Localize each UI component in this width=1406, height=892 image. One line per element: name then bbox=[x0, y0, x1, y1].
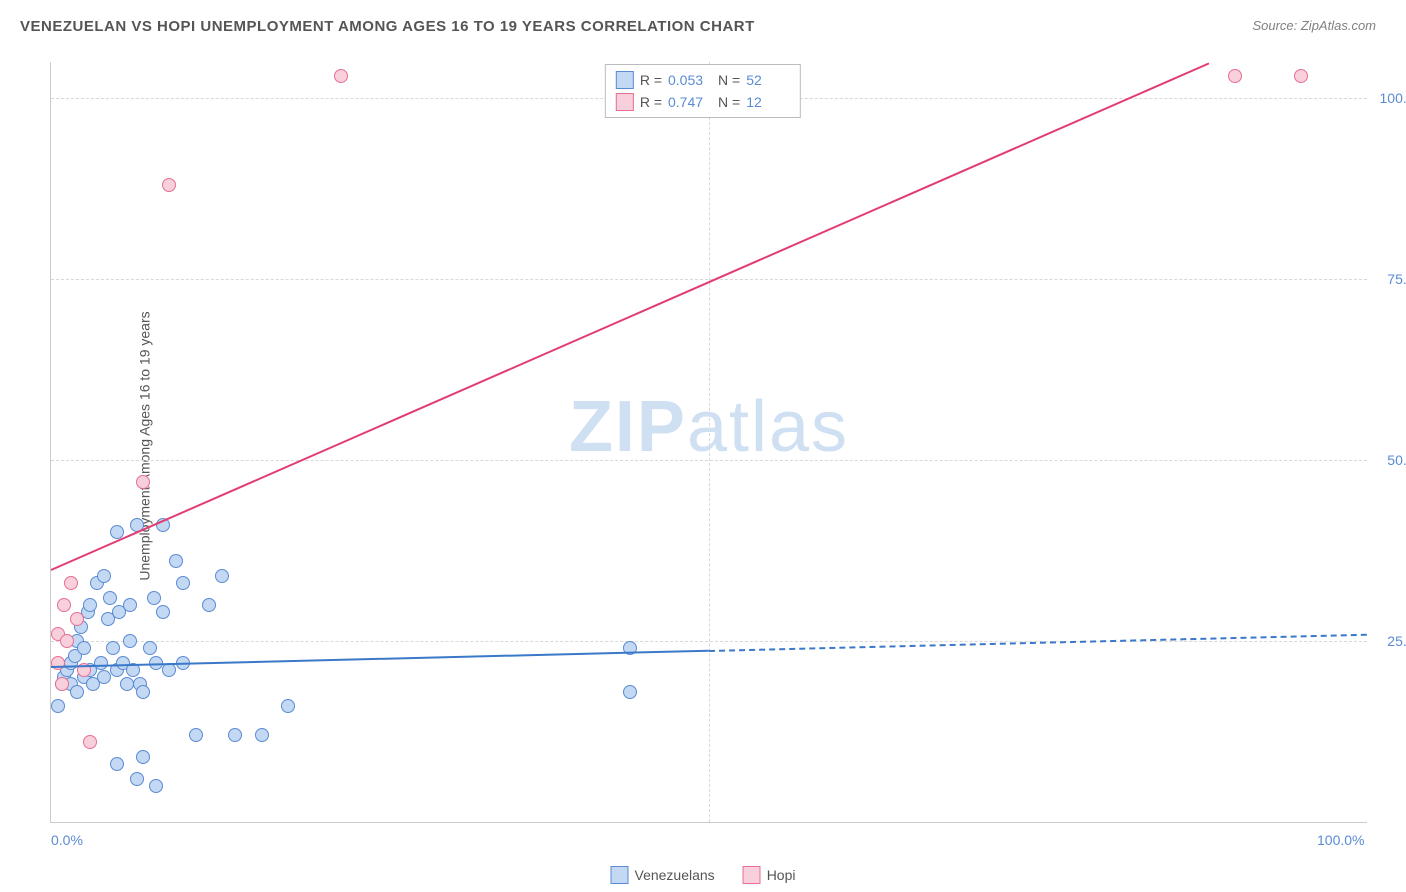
scatter-point bbox=[215, 569, 229, 583]
legend-stats-row: R = 0.747 N = 12 bbox=[616, 91, 790, 113]
legend-item-venezuelans: Venezuelans bbox=[611, 866, 715, 884]
swatch-venezuelans bbox=[611, 866, 629, 884]
y-tick-label: 75.0% bbox=[1377, 271, 1406, 287]
source-label: Source: ZipAtlas.com bbox=[1252, 18, 1376, 33]
scatter-plot: ZIPatlas 25.0%50.0%75.0%100.0%0.0%100.0% bbox=[50, 62, 1367, 823]
swatch-hopi bbox=[616, 93, 634, 111]
scatter-point bbox=[169, 554, 183, 568]
trend-line bbox=[51, 62, 1210, 570]
scatter-point bbox=[202, 598, 216, 612]
scatter-point bbox=[130, 772, 144, 786]
scatter-point bbox=[70, 685, 84, 699]
stat-n-label: N = bbox=[718, 72, 740, 88]
scatter-point bbox=[60, 634, 74, 648]
x-tick-label: 100.0% bbox=[1317, 832, 1364, 848]
scatter-point bbox=[97, 569, 111, 583]
scatter-point bbox=[176, 576, 190, 590]
scatter-point bbox=[162, 178, 176, 192]
scatter-point bbox=[64, 576, 78, 590]
scatter-point bbox=[136, 750, 150, 764]
scatter-point bbox=[281, 699, 295, 713]
stat-r-label: R = bbox=[640, 94, 662, 110]
scatter-point bbox=[123, 598, 137, 612]
scatter-point bbox=[149, 779, 163, 793]
scatter-point bbox=[97, 670, 111, 684]
scatter-point bbox=[51, 699, 65, 713]
scatter-point bbox=[143, 641, 157, 655]
scatter-point bbox=[103, 591, 117, 605]
scatter-point bbox=[57, 598, 71, 612]
stat-r-value-0: 0.053 bbox=[668, 72, 712, 88]
scatter-point bbox=[123, 634, 137, 648]
gridline-v bbox=[709, 62, 710, 822]
scatter-point bbox=[120, 677, 134, 691]
scatter-point bbox=[147, 591, 161, 605]
stat-n-value-1: 12 bbox=[746, 94, 790, 110]
legend-label: Hopi bbox=[767, 867, 796, 883]
scatter-point bbox=[623, 685, 637, 699]
scatter-point bbox=[55, 677, 69, 691]
y-tick-label: 100.0% bbox=[1377, 90, 1406, 106]
y-tick-label: 50.0% bbox=[1377, 452, 1406, 468]
scatter-point bbox=[255, 728, 269, 742]
scatter-point bbox=[136, 685, 150, 699]
scatter-point bbox=[70, 612, 84, 626]
watermark-light: atlas bbox=[687, 387, 849, 467]
trend-line bbox=[709, 634, 1367, 652]
scatter-point bbox=[1294, 69, 1308, 83]
stat-r-value-1: 0.747 bbox=[668, 94, 712, 110]
scatter-point bbox=[94, 656, 108, 670]
legend-item-hopi: Hopi bbox=[743, 866, 796, 884]
scatter-point bbox=[334, 69, 348, 83]
scatter-point bbox=[77, 641, 91, 655]
legend-label: Venezuelans bbox=[635, 867, 715, 883]
legend-stats-row: R = 0.053 N = 52 bbox=[616, 69, 790, 91]
bottom-legend: Venezuelans Hopi bbox=[611, 866, 796, 884]
chart-title: VENEZUELAN VS HOPI UNEMPLOYMENT AMONG AG… bbox=[20, 18, 755, 35]
swatch-venezuelans bbox=[616, 71, 634, 89]
y-tick-label: 25.0% bbox=[1377, 633, 1406, 649]
watermark-bold: ZIP bbox=[569, 387, 687, 467]
scatter-point bbox=[110, 757, 124, 771]
scatter-point bbox=[1228, 69, 1242, 83]
stat-r-label: R = bbox=[640, 72, 662, 88]
scatter-point bbox=[189, 728, 203, 742]
scatter-point bbox=[106, 641, 120, 655]
scatter-point bbox=[83, 735, 97, 749]
stat-n-label: N = bbox=[718, 94, 740, 110]
scatter-point bbox=[228, 728, 242, 742]
swatch-hopi bbox=[743, 866, 761, 884]
legend-stats-box: R = 0.053 N = 52 R = 0.747 N = 12 bbox=[605, 64, 801, 118]
scatter-point bbox=[156, 605, 170, 619]
scatter-point bbox=[136, 475, 150, 489]
x-tick-label: 0.0% bbox=[51, 832, 83, 848]
scatter-point bbox=[83, 598, 97, 612]
stat-n-value-0: 52 bbox=[746, 72, 790, 88]
